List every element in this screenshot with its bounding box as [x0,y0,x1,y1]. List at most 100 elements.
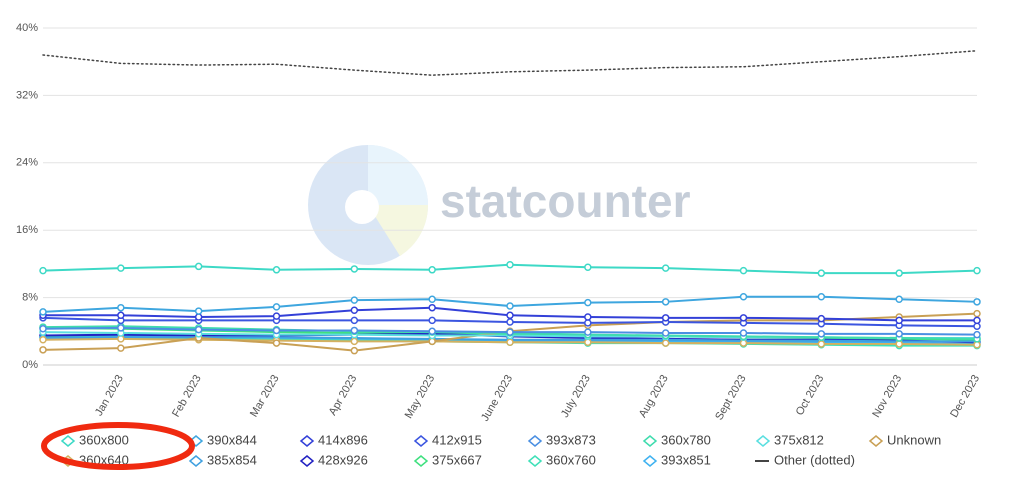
point [584,313,592,321]
x-tick-label: Jan 2023 [93,373,126,418]
legend-label: 428x926 [318,452,368,467]
point [661,329,670,337]
legend-marker [413,435,429,447]
point [272,303,281,311]
point [661,314,670,322]
point [117,344,125,352]
point [428,295,436,304]
point [350,326,359,335]
point [584,338,592,347]
legend-marker [527,455,543,467]
legend-marker [642,435,658,447]
y-tick-label: 24% [16,157,38,169]
point [739,293,748,301]
legend-marker [299,455,315,467]
point [428,316,436,325]
x-tick-label: Sept 2023 [713,373,748,422]
x-tick-label: Mar 2023 [248,373,282,419]
point [350,296,359,304]
point [739,329,748,337]
legend-marker [868,435,884,447]
point [973,266,981,275]
x-tick-label: Aug 2023 [637,373,671,420]
point [506,260,514,269]
point [272,339,281,347]
point [973,309,981,318]
legend-label: 385x854 [207,452,257,467]
legend-label: 360x800 [79,432,129,447]
point [194,307,203,315]
point [973,316,981,325]
point [973,330,981,339]
point [817,269,826,277]
point [194,262,203,271]
point [39,335,47,344]
point [661,264,670,272]
point [39,308,47,316]
point [39,346,47,354]
point [973,341,981,349]
legend-label: 390x844 [207,432,257,447]
point [817,340,826,348]
x-tick-label: Feb 2023 [170,373,204,419]
point [584,298,592,307]
legend-marker [527,435,543,447]
point [895,330,903,338]
point [817,293,826,301]
legend-marker [299,435,315,447]
point [272,326,281,335]
x-tick-label: June 2023 [479,373,515,424]
legend-marker [188,455,204,467]
point [739,339,748,347]
point [117,303,125,312]
point [117,311,125,320]
point [350,337,359,346]
x-tick-label: Apr 2023 [327,373,360,418]
y-tick-label: 8% [22,292,38,304]
legend-marker [60,435,76,447]
x-tick-label: May 2023 [403,373,438,421]
point [817,330,826,338]
point [895,340,903,348]
point [739,266,748,275]
point [117,324,125,332]
point [661,298,670,306]
point [428,266,436,274]
legend-label: 360x780 [661,432,711,447]
point [428,337,436,346]
point [506,302,514,310]
point [350,346,359,355]
legend-label: 393x873 [546,432,596,447]
point [39,325,47,333]
point [194,325,203,334]
legend-marker [413,455,429,467]
point [506,328,514,336]
point [584,328,592,336]
point [272,312,281,320]
x-tick-label: Dec 2023 [948,373,982,420]
x-tick-label: Nov 2023 [870,373,904,420]
legend-label: 375x812 [774,432,824,447]
point [895,269,903,277]
highlight-ellipse [41,422,195,470]
x-tick-label: Oct 2023 [794,373,827,418]
point [194,313,203,321]
legend-label: 375x667 [432,452,482,467]
y-tick-label: 0% [22,359,38,371]
point [584,263,592,272]
x-tick-label: July 2023 [559,373,593,420]
y-tick-label: 40% [16,22,38,34]
legend-label: 393x851 [661,452,711,467]
legend-marker [755,435,771,447]
point [817,314,826,323]
point [973,298,981,306]
point [661,339,670,347]
legend-label: 414x896 [318,432,368,447]
y-tick-label: 32% [16,89,38,101]
point [117,264,125,272]
point [350,316,359,325]
point [506,338,514,347]
point [506,318,514,326]
legend-label: Other (dotted) [774,452,855,467]
